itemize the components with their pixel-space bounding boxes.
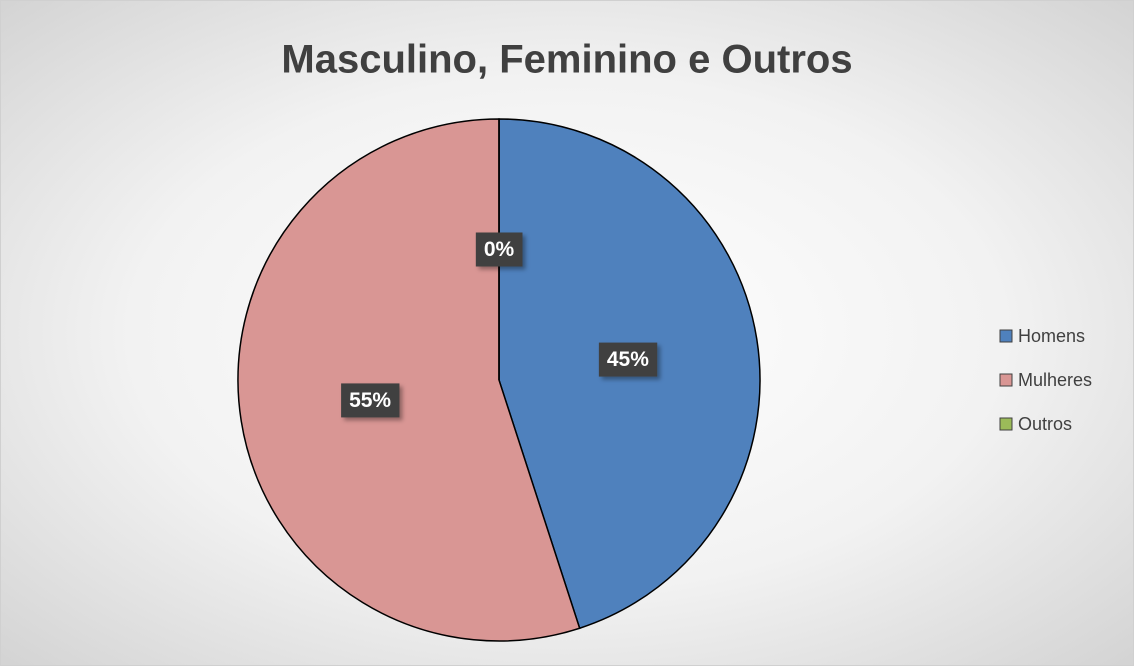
data-label: 45% xyxy=(598,342,658,377)
legend-label: Outros xyxy=(1018,414,1072,434)
data-label-text: 45% xyxy=(607,348,649,371)
legend-label: Mulheres xyxy=(1018,370,1092,390)
legend-swatch xyxy=(999,417,1013,431)
data-label-text: 55% xyxy=(349,389,391,412)
data-label-box xyxy=(475,232,523,267)
chart-title: Masculino, Feminino e Outros xyxy=(281,38,852,82)
legend-swatch xyxy=(999,373,1013,387)
data-label: 55% xyxy=(341,383,400,418)
legend-label: Homens xyxy=(1018,326,1085,346)
legend-swatch xyxy=(999,329,1013,343)
data-label: 0% xyxy=(475,232,523,267)
data-label-box xyxy=(598,342,658,377)
data-label-text: 0% xyxy=(484,238,515,261)
data-label-box xyxy=(341,383,400,418)
